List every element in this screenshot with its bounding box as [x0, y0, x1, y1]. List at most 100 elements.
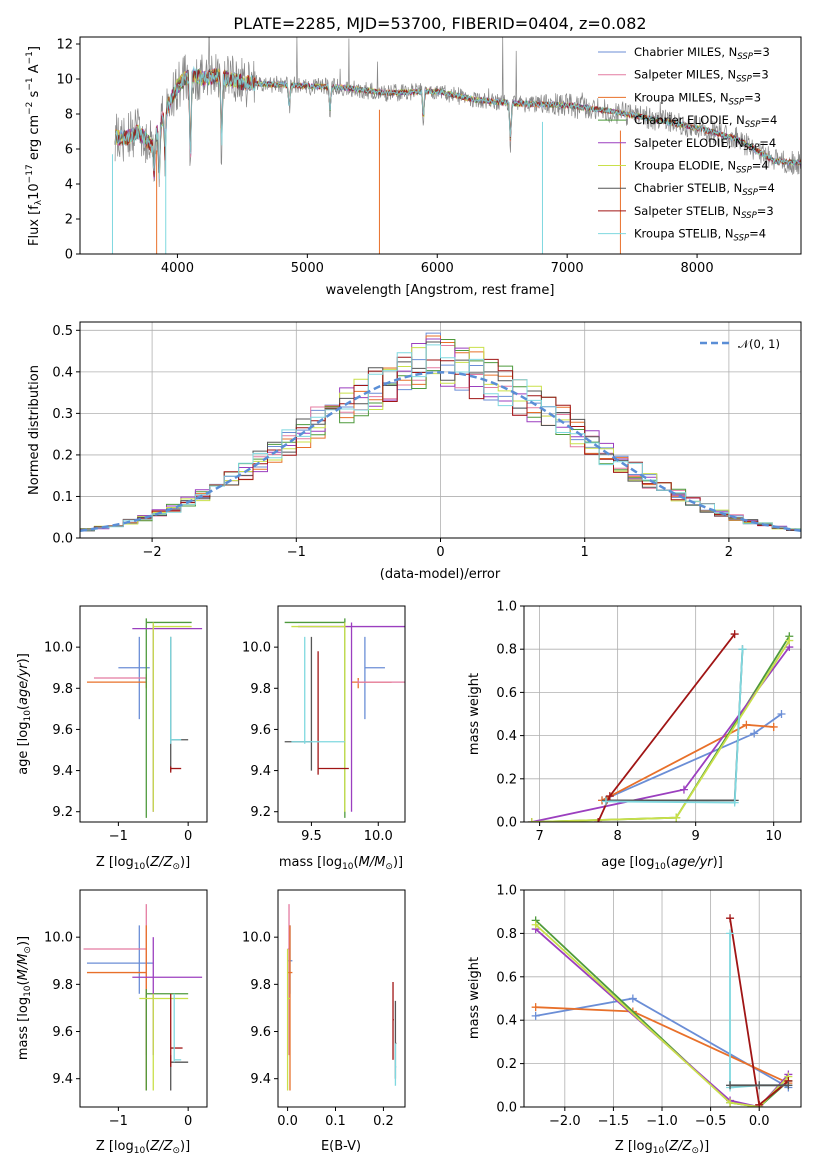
age-vs-metallicity-plot-area: [86, 618, 203, 818]
y-tick-label: 0.4: [496, 729, 517, 744]
weight-marker-kroupa_miles: [531, 1003, 540, 1012]
weight-marker-salpeter_stelib: [594, 818, 603, 822]
legend-label-salpeter_elodie: Salpeter ELODIE, NSSP=4: [634, 136, 776, 153]
mass-vs-extinction-frame: [277, 889, 406, 1108]
y-tick-label: 0.3: [52, 407, 73, 422]
x-tick-label: 0.0: [277, 1114, 298, 1129]
weight-vs-age-xlabel: age [log10(age/yr)]: [601, 855, 723, 872]
x-tick-label: −1.5: [598, 1114, 630, 1129]
x-tick-label: 9: [692, 829, 700, 844]
weight-marker-chabrier_miles: [531, 1011, 540, 1020]
mass-vs-extinction-xlabel: E(B-V): [321, 1139, 361, 1154]
x-tick-label: −1: [109, 1114, 128, 1129]
x-tick-label: 7: [535, 829, 543, 844]
weight-vs-age-ticks: 7 8 9 10 0.0 0.2 0.4 0.6 0.8 1.0: [496, 600, 782, 845]
age-vs-metallicity-ylabel: age [log10(age/yr)]: [16, 653, 33, 775]
residual-legend: 𝒩(0, 1): [700, 337, 780, 351]
age-vs-metallicity-frame: [79, 605, 208, 823]
spectrum-panel: PLATE=2285, MJD=53700, FIBERID=0404, z=0…: [25, 14, 802, 298]
legend-label-prefix: Kroupa STELIB, N: [634, 227, 734, 241]
observed-spectrum: [114, 37, 801, 188]
y-tick-label: 10: [56, 73, 73, 88]
legend-label-sub: SSP: [729, 97, 745, 107]
errorbars: [86, 618, 203, 818]
weight-marker-chabrier_stelib: [726, 1081, 735, 1090]
legend-label-prefix: Salpeter MILES, N: [634, 68, 736, 82]
y-tick-label: 4: [65, 178, 73, 193]
weight-marker-kroupa_elodie: [726, 1098, 735, 1107]
y-tick-label: 9.8: [250, 682, 271, 697]
weight-marker-kroupa_stelib: [730, 798, 739, 807]
x-tick-label: 8000: [681, 261, 714, 276]
weight-marker-kroupa_elodie: [672, 813, 681, 822]
weight-vs-age-frame: [523, 605, 802, 823]
weight-marker-kroupa_miles: [742, 720, 751, 729]
weight-vs-age-panel: 7 8 9 10 0.0 0.2 0.4 0.6 0.8 1.0 age [log10(age/y…: [467, 600, 802, 872]
y-tick-label: 10.0: [242, 931, 271, 946]
y-tick-label: 12: [56, 38, 73, 53]
legend-label-suffix: =4: [752, 159, 769, 173]
weight-marker-kroupa_elodie: [785, 636, 794, 645]
mass-vs-metallicity-ticks: −1 0 9.4 9.6 9.8 10.0: [44, 931, 192, 1129]
weight-marker-salpeter_elodie: [679, 785, 688, 794]
legend-label-prefix: Salpeter STELIB, N: [634, 204, 741, 218]
y-tick-label: 9.2: [250, 805, 271, 820]
y-tick-label: 0.6: [496, 686, 517, 701]
weight-vs-age-ylabel: mass weight: [467, 673, 482, 755]
y-tick-label: 2: [65, 213, 73, 228]
legend-label-kroupa_elodie: Kroupa ELODIE, NSSP=4: [634, 159, 769, 176]
y-tick-label: 0.2: [496, 772, 517, 787]
y-tick-label: 9.8: [52, 978, 73, 993]
weight-marker-kroupa_elodie: [531, 920, 540, 929]
y-tick-label: 9.4: [52, 1072, 73, 1087]
legend-label-chabrier_elodie: Chabrier ELODIE, NSSP=4: [634, 113, 777, 130]
legend-label-prefix: Chabrier MILES, N: [634, 45, 737, 59]
residual-ylabel: Normed distribution: [27, 365, 42, 495]
age-vs-mass-plot-area: [284, 618, 405, 818]
errorbars: [83, 904, 203, 1091]
x-tick-label: −1.0: [646, 1114, 678, 1129]
mass-vs-metallicity-plot-area: [83, 904, 203, 1091]
y-tick-label: 9.8: [250, 978, 271, 993]
y-tick-label: 1.0: [496, 884, 517, 899]
weight-marker-chabrier_miles: [628, 994, 637, 1003]
legend-label-salpeter_stelib: Salpeter STELIB, NSSP=3: [634, 204, 774, 221]
legend-label-sub: SSP: [737, 52, 753, 62]
legend-label-suffix: =3: [753, 45, 770, 59]
weight-marker-salpeter_stelib: [730, 630, 739, 639]
weight-marker-chabrier_miles: [777, 710, 786, 718]
mass-vs-metallicity-panel: −1 0 9.4 9.6 9.8 10.0 Z [log10(Z/Z⊙)] mass [l…: [16, 889, 208, 1156]
legend-label-chabrier_miles: Chabrier MILES, NSSP=3: [634, 45, 770, 62]
errorbars: [286, 904, 397, 1091]
weight-marker-salpeter_stelib: [755, 1100, 764, 1107]
y-tick-label: 10.0: [44, 641, 73, 656]
mass-vs-extinction-plot-area: [286, 904, 397, 1091]
x-tick-label: 7000: [551, 261, 584, 276]
legend-label-suffix: =3: [757, 204, 774, 218]
legend-label-prefix: Salpeter ELODIE, N: [634, 136, 744, 150]
weight-vs-metallicity-ticks: −2.0 −1.5 −1.0 −0.5 0.0 0.0 0.2 0.4 0.6 0.8 1.0: [496, 884, 769, 1130]
legend-label-sub: SSP: [741, 211, 757, 221]
y-tick-label: 0: [65, 248, 73, 263]
weight-lines: [527, 630, 794, 822]
errorbars: [284, 618, 405, 818]
legend-label-sub: SSP: [742, 188, 758, 198]
weight-vs-metallicity-ylabel: mass weight: [467, 957, 482, 1039]
y-tick-label: 9.8: [52, 682, 73, 697]
y-tick-label: 1.0: [496, 600, 517, 615]
x-tick-label: 0: [184, 829, 192, 844]
age-vs-mass-panel: 9.5 10.0 9.2 9.4 9.6 9.8 10.0 mass [log10(M/M⊙…: [242, 605, 406, 872]
mass-vs-extinction-ticks: 0.0 0.1 0.2 9.4 9.6 9.8 10.0: [242, 931, 394, 1129]
y-tick-label: 8: [65, 108, 73, 123]
y-tick-label: 9.4: [250, 764, 271, 779]
mass-vs-metallicity-ylabel: mass [log10(M/M⊙)]: [16, 936, 33, 1060]
y-tick-label: 0.5: [52, 324, 73, 339]
y-tick-label: 0.6: [496, 970, 517, 985]
legend-label-suffix: =3: [752, 68, 769, 82]
x-tick-label: 9.5: [301, 829, 322, 844]
x-tick-label: 0: [184, 1114, 192, 1129]
weight-marker-kroupa_stelib: [726, 929, 735, 938]
legend-label-sub: SSP: [736, 166, 752, 176]
y-tick-label: 0.4: [52, 365, 73, 380]
weight-vs-metallicity-plot-area: [531, 914, 793, 1107]
